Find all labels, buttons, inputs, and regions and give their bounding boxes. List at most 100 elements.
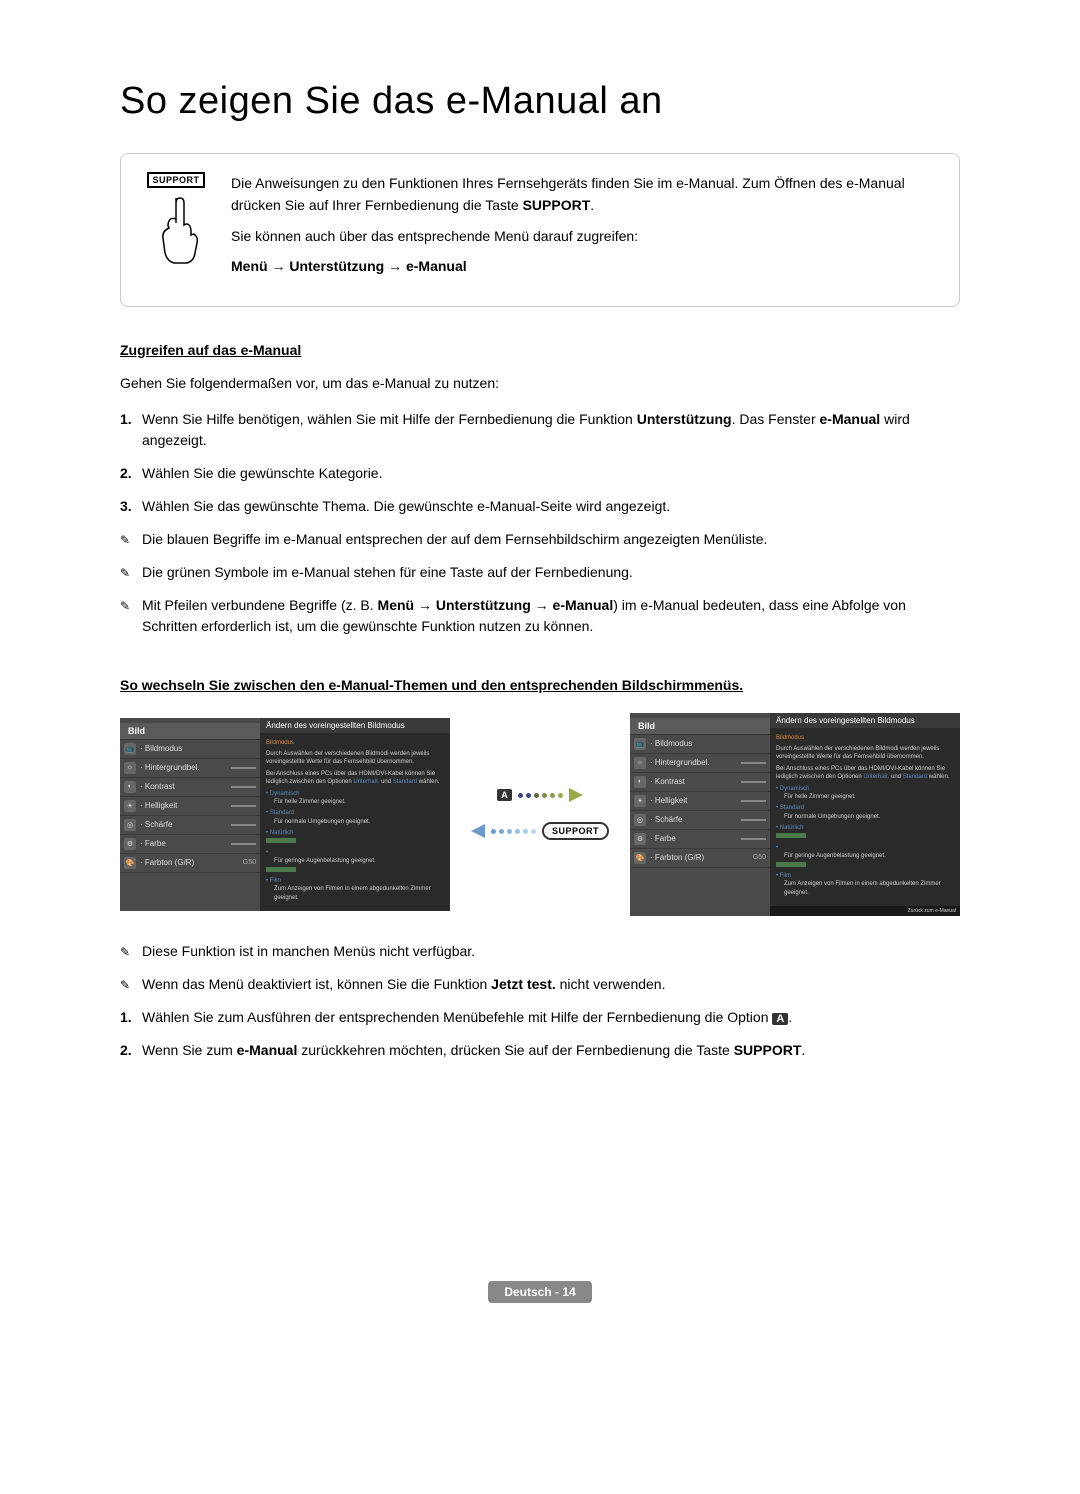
content-line: • DynamischFür helle Zimmer geeignet. <box>776 785 954 802</box>
section1-intro: Gehen Sie folgendermaßen vor, um das e-M… <box>120 373 960 394</box>
content-line: Durch Auswählen der verschiedenen Bildmo… <box>776 745 954 762</box>
step-num: 2. <box>120 463 132 484</box>
step-text: zurückkehren möchten, drücken Sie auf de… <box>297 1042 733 1058</box>
content-line: • Natürlich <box>776 824 954 841</box>
note-icon: ✎ <box>120 943 130 961</box>
arrow-dots <box>518 793 563 798</box>
note-bold: Menü → Unterstützung → e-Manual <box>378 597 614 613</box>
arrow-dot <box>499 829 504 834</box>
menu-item-icon: ◎ <box>634 814 646 826</box>
step: 1. Wählen Sie zum Ausführen der entsprec… <box>120 1007 960 1028</box>
remote-icon: SUPPORT <box>141 172 211 282</box>
menu-item-icon: 📺 <box>124 743 136 755</box>
menu-slider <box>231 843 256 845</box>
content-line: Bildmodus <box>266 739 444 747</box>
menu-item: 🎨· Farbton (G/R)G50 <box>630 849 770 868</box>
menu-item-icon: 🎨 <box>124 857 136 869</box>
arrow-left: SUPPORT <box>471 822 609 840</box>
content-panel: Ändern des voreingestellten BildmodusBil… <box>260 718 450 912</box>
menu-item-label: · Farbe <box>650 834 741 843</box>
content-panel: Ändern des voreingestellten Bildmodus Bil… <box>770 713 960 917</box>
support-button-badge: SUPPORT <box>542 822 609 840</box>
menu-item: ☼· Hintergrundbel. <box>120 759 260 778</box>
arrow-dot <box>515 829 520 834</box>
arrow-dot <box>523 829 528 834</box>
step-text: . <box>801 1042 805 1058</box>
menu-item: ◎ · Schärfe <box>630 811 770 830</box>
menu-slider <box>231 824 256 826</box>
arrow-dot <box>550 793 555 798</box>
step-text: Wählen Sie zum Ausführen der entsprechen… <box>142 1009 772 1025</box>
section2-notes: ✎ Diese Funktion ist in manchen Menüs ni… <box>120 941 960 995</box>
footer: Deutsch - 14 <box>120 1281 960 1303</box>
content-line: • Natürlich <box>266 829 444 846</box>
arrow-dot <box>542 793 547 798</box>
content-line: Durch Auswählen der verschiedenen Bildmo… <box>266 750 444 767</box>
note-icon: ✎ <box>120 597 130 615</box>
intro-box: SUPPORT Die Anweisungen zu den Funktione… <box>120 153 960 307</box>
note-text: Diese Funktion ist in manchen Menüs nich… <box>142 943 475 959</box>
menu-item-label: · Schärfe <box>140 820 231 829</box>
menu-item-label: · Farbe <box>140 839 231 848</box>
menu-item-label: · Farbton (G/R) <box>140 858 243 867</box>
menu-item-icon: 📺 <box>634 738 646 750</box>
content-header: Ändern des voreingestellten Bildmodus <box>770 713 960 728</box>
step-text: Wählen Sie das gewünschte Thema. Die gew… <box>142 498 670 514</box>
content-body: Bildmodus Durch Auswählen der verschieden… <box>260 733 450 912</box>
menu-item-icon: 🎨 <box>634 852 646 864</box>
step-text: . <box>788 1009 792 1025</box>
menu-slider <box>741 819 766 821</box>
menu-item-icon: ☀ <box>634 795 646 807</box>
step: 2. Wenn Sie zum e-Manual zurückkehren mö… <box>120 1040 960 1061</box>
menu-header: Bild <box>630 718 770 735</box>
intro-p2: Sie können auch über das entsprechende M… <box>231 225 939 247</box>
menu-item: ☀· Helligkeit <box>630 792 770 811</box>
menu-slider <box>231 767 256 769</box>
note-icon: ✎ <box>120 976 130 994</box>
intro-p1-bold: SUPPORT <box>523 197 591 213</box>
menu-item-icon: ☀ <box>124 800 136 812</box>
note-bold: Jetzt test. <box>491 976 556 992</box>
menu-slider <box>741 800 766 802</box>
note: ✎ Die blauen Begriffe im e-Manual entspr… <box>120 529 960 550</box>
note: ✎ Die grünen Symbole im e-Manual stehen … <box>120 562 960 583</box>
arrow-dot <box>507 829 512 834</box>
menu-panel: Bild📺· Bildmodus☼· Hintergrundbel.◐· Kon… <box>630 713 770 917</box>
arrow-head-left-icon <box>471 824 485 838</box>
screenshot-left: Bild📺· Bildmodus☼· Hintergrundbel.◐· Kon… <box>120 718 450 912</box>
menu-item-label: · Schärfe <box>650 815 741 824</box>
intro-text: Die Anweisungen zu den Funktionen Ihres … <box>231 172 939 286</box>
step-num: 2. <box>120 1040 132 1061</box>
content-line: • FilmZum Anzeigen von Filmen in einem a… <box>776 872 954 897</box>
note: ✎ Mit Pfeilen verbundene Begriffe (z. B.… <box>120 595 960 637</box>
menu-item-label: · Kontrast <box>140 782 231 791</box>
arrow-dot <box>526 793 531 798</box>
content-line: • StandardFür normale Umgebungen geeigne… <box>776 804 954 821</box>
menu-item: ◐ · Kontrast <box>630 773 770 792</box>
step: 1. Wenn Sie Hilfe benötigen, wählen Sie … <box>120 409 960 451</box>
section1-steps: 1. Wenn Sie Hilfe benötigen, wählen Sie … <box>120 409 960 517</box>
note: ✎ Diese Funktion ist in manchen Menüs ni… <box>120 941 960 962</box>
step: 2. Wählen Sie die gewünschte Kategorie. <box>120 463 960 484</box>
step-num: 1. <box>120 409 132 430</box>
menu-item: 📺· Bildmodus <box>120 740 260 759</box>
note-text: Die grünen Symbole im e-Manual stehen fü… <box>142 564 633 580</box>
content-line: • Für geringe Augenbelastung geeignet. <box>776 844 954 869</box>
arrow-dot <box>531 829 536 834</box>
menu-item-icon: ⚙ <box>634 833 646 845</box>
section1-notes: ✎ Die blauen Begriffe im e-Manual entspr… <box>120 529 960 637</box>
note-text: Wenn das Menü deaktiviert ist, können Si… <box>142 976 491 992</box>
menu-item-icon: ◐ <box>124 781 136 793</box>
menu-item: ☀ · Helligkeit <box>120 797 260 816</box>
menu-item-label: · Kontrast <box>650 777 741 786</box>
section1-heading: Zugreifen auf das e-Manual <box>120 342 960 358</box>
menu-slider <box>741 781 766 783</box>
content-line: Bildmodus <box>776 734 954 742</box>
step-text: Wählen Sie die gewünschte Kategorie. <box>142 465 382 481</box>
menu-item: ◎ · Schärfe <box>120 816 260 835</box>
content-line: • FilmZum Anzeigen von Filmen in einem a… <box>266 877 444 902</box>
menu-item-label: · Helligkeit <box>140 801 231 810</box>
menu-item-icon: ◐ <box>634 776 646 788</box>
menu-item-icon: ◎ <box>124 819 136 831</box>
arrow-dots <box>491 829 536 834</box>
